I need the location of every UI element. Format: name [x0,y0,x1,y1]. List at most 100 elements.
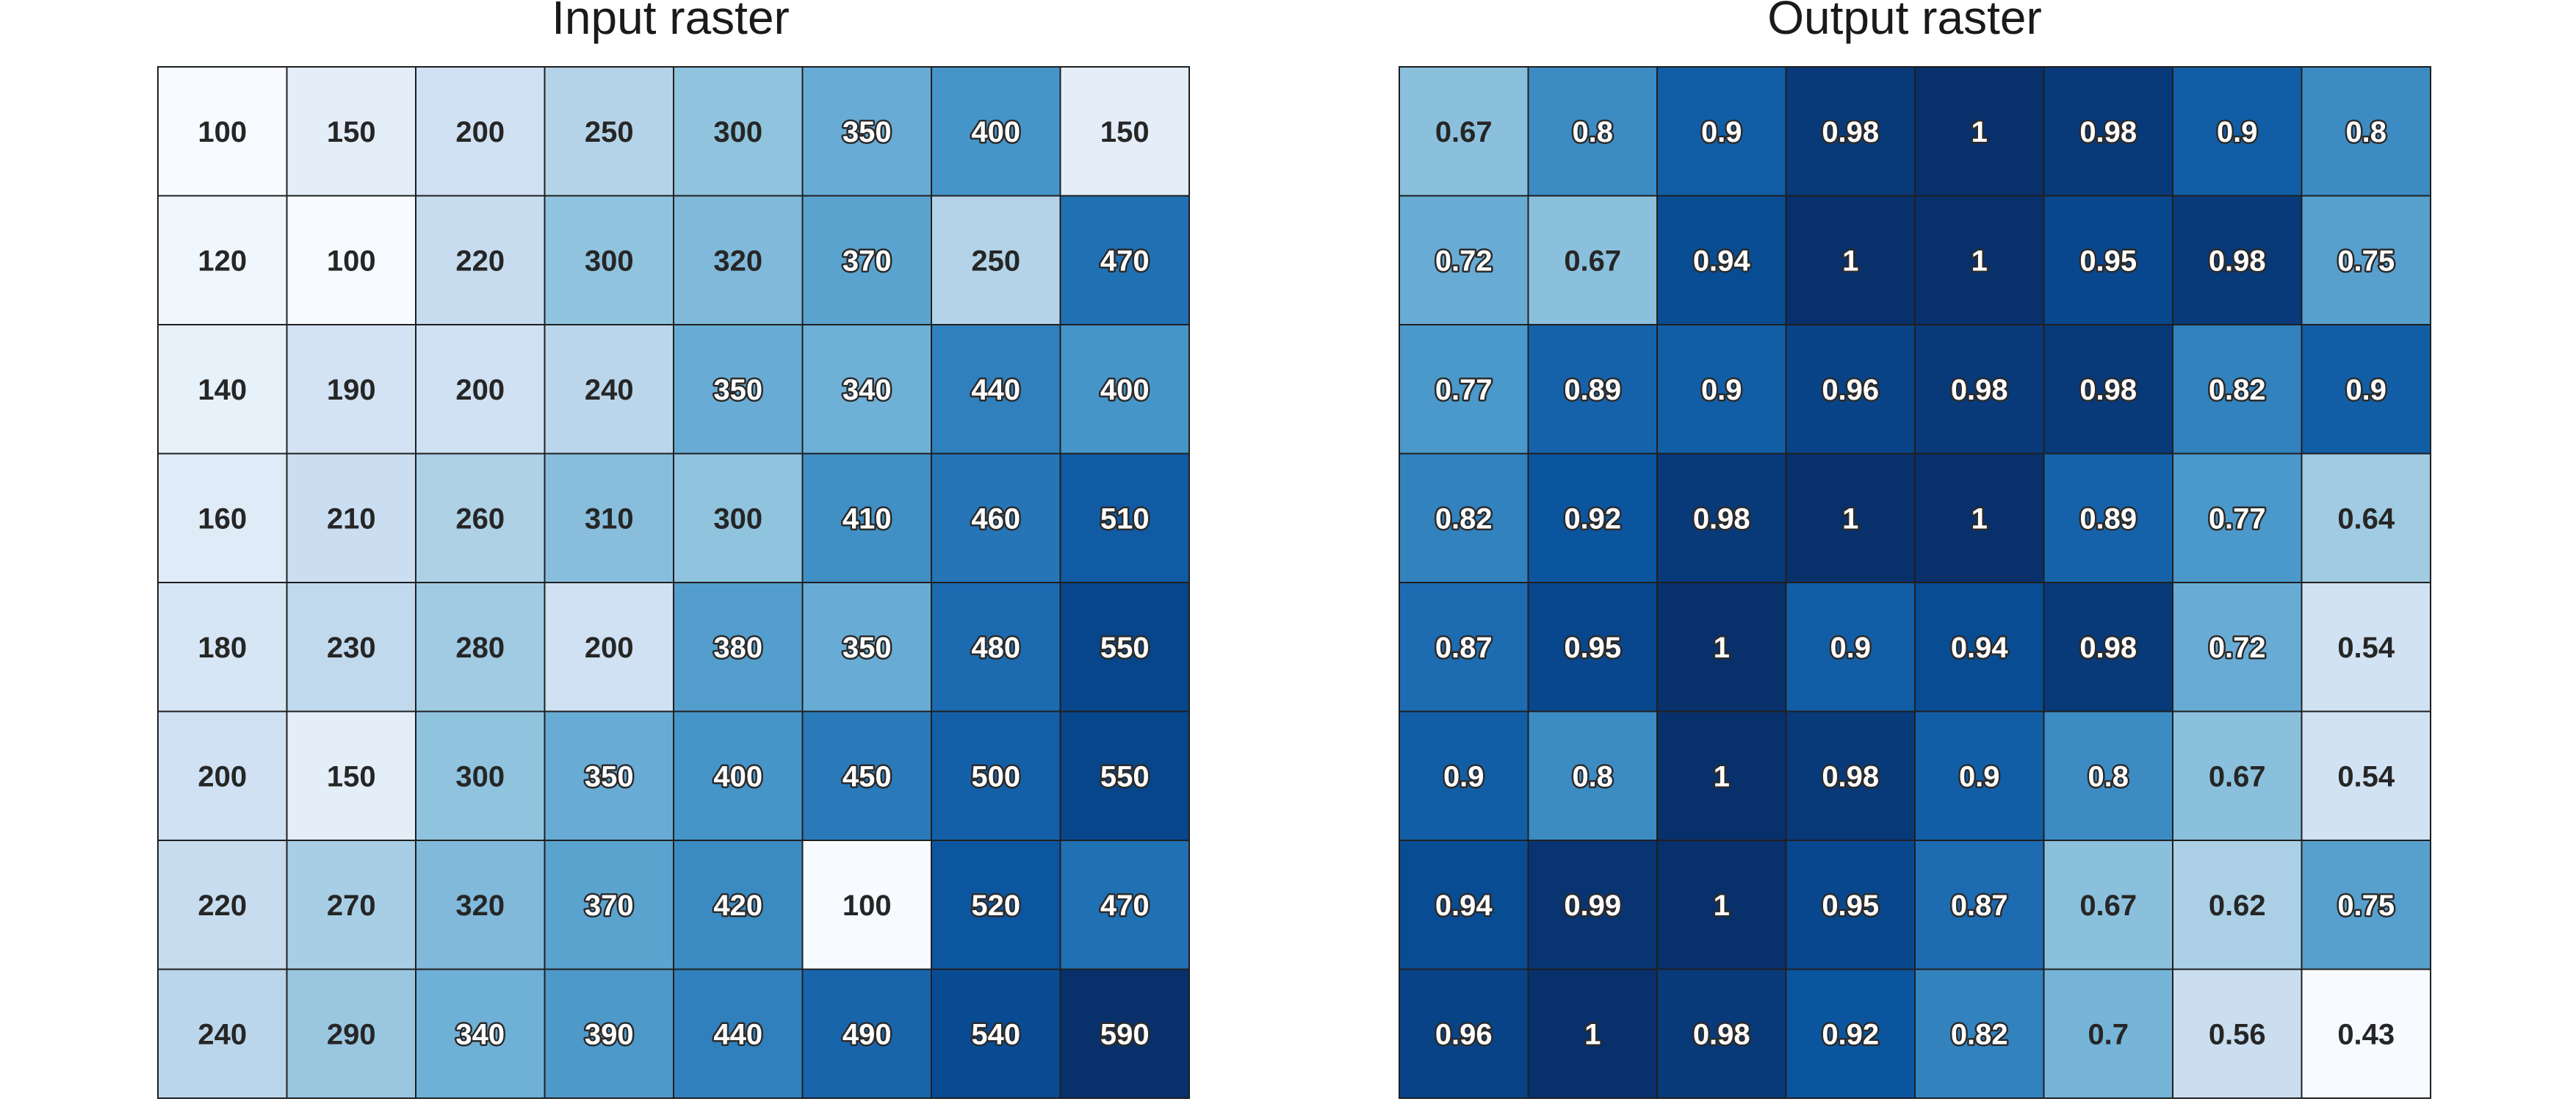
output-cell-r0-c2 [1656,66,1787,197]
input-cell-label-r4-c5: 350 [843,632,892,664]
output-cell-r0-c4 [1914,66,2045,197]
input-cell-r7-c3 [544,968,674,1099]
input-cell-label-r7-c4: 440 [713,1018,762,1050]
output-cell-r1-c6 [2172,195,2303,325]
output-cell-r7-c2 [1656,968,1787,1099]
input-cell-label-r4-c6: 480 [971,632,1020,664]
input-cell-label-r6-c5: 100 [843,890,892,922]
output-cell-label-r1-c6: 0.98 [2209,245,2266,277]
output-raster-grid: 0.67 0.8 0.9 0.98 1 0.98 0.9 0.8 0.72 0.67 0.94 1 1 0… [1399,66,2431,1099]
input-cell-r4-c6 [931,582,1061,713]
input-cell-label-r3-c6: 460 [971,502,1020,535]
input-cell-r0-c7 [1059,66,1190,197]
input-cell-label-r2-c3: 240 [585,374,634,406]
input-cell-r7-c5 [801,968,932,1099]
input-cell-r7-c0 [157,968,288,1099]
output-cell-label-r2-c2: 0.9 [1701,374,1742,406]
input-cell-r3-c3 [544,452,674,583]
output-cell-r7-c0 [1399,968,1529,1099]
output-cell-r2-c5 [2043,324,2173,455]
output-cell-label-r5-c5: 0.8 [2088,760,2129,793]
input-cell-r4-c2 [415,582,546,713]
input-cell-r2-c3 [544,324,674,455]
input-cell-r0-c2 [415,66,546,197]
output-cell-r1-c4 [1914,195,2045,325]
input-cell-label-r0-c5: 350 [843,116,892,148]
output-raster-title: Output raster [1767,0,2042,44]
output-cell-r5-c2 [1656,710,1787,841]
input-cell-label-r2-c1: 190 [327,374,376,406]
output-cell-label-r6-c7: 0.75 [2337,890,2395,922]
output-cell-label-r7-c4: 0.82 [1951,1018,2008,1050]
output-cell-r7-c5 [2043,968,2173,1099]
output-cell-label-r4-c3: 0.9 [1830,632,1871,664]
output-cell-label-r3-c1: 0.92 [1564,502,1621,535]
input-cell-label-r1-c0: 120 [198,245,247,277]
output-cell-label-r1-c3: 1 [1842,245,1858,277]
input-cell-label-r4-c1: 230 [327,632,376,664]
input-cell-r4-c3 [544,582,674,713]
input-cell-r5-c7 [1059,710,1190,841]
output-cell-label-r3-c3: 1 [1842,502,1858,535]
output-cell-label-r5-c1: 0.8 [1572,760,1613,793]
output-cell-label-r2-c3: 0.96 [1822,374,1879,406]
input-cell-label-r5-c0: 200 [198,760,247,793]
input-cell-label-r3-c3: 310 [585,502,634,535]
input-cell-label-r3-c7: 510 [1100,502,1150,535]
output-cell-label-r4-c7: 0.54 [2337,632,2395,664]
output-cell-r3-c7 [2301,452,2431,583]
output-cell-label-r7-c5: 0.7 [2088,1018,2129,1050]
output-cell-r4-c2 [1656,582,1787,713]
input-cell-label-r7-c7: 590 [1100,1018,1150,1050]
output-cell-r6-c6 [2172,840,2303,970]
output-cell-r4-c6 [2172,582,2303,713]
output-cell-label-r7-c0: 0.96 [1435,1018,1493,1050]
output-cell-r0-c3 [1785,66,1916,197]
output-cell-label-r3-c6: 0.77 [2209,502,2266,535]
output-cell-label-r3-c4: 1 [1971,502,1988,535]
input-cell-label-r4-c0: 180 [198,632,247,664]
output-cell-label-r2-c7: 0.9 [2345,374,2386,406]
input-cell-r6-c4 [673,840,804,970]
input-cell-label-r5-c1: 150 [327,760,376,793]
input-cell-r1-c6 [931,195,1061,325]
output-cell-label-r7-c2: 0.98 [1693,1018,1750,1050]
output-cell-label-r1-c7: 0.75 [2337,245,2395,277]
output-cell-label-r6-c4: 0.87 [1951,890,2008,922]
input-cell-r1-c1 [286,195,416,325]
input-raster-title: Input raster [552,0,790,44]
input-cell-label-r0-c6: 400 [971,116,1020,148]
output-cell-r2-c0 [1399,324,1529,455]
output-cell-r2-c1 [1527,324,1658,455]
output-cell-r7-c4 [1914,968,2045,1099]
output-cell-label-r4-c4: 0.94 [1951,632,2009,664]
output-cell-label-r2-c5: 0.98 [2079,374,2137,406]
input-cell-label-r4-c2: 280 [455,632,505,664]
input-cell-label-r6-c6: 520 [971,890,1020,922]
input-cell-r0-c1 [286,66,416,197]
output-cell-r4-c3 [1785,582,1916,713]
output-cell-r7-c1 [1527,968,1658,1099]
input-raster-panel: Input raster 100 150 200 250 300 350 400 150 120… [157,0,1190,1099]
output-cell-r0-c5 [2043,66,2173,197]
output-cell-label-r4-c5: 0.98 [2079,632,2137,664]
input-cell-label-r7-c6: 540 [971,1018,1020,1050]
input-cell-label-r5-c7: 550 [1100,760,1150,793]
input-cell-label-r2-c2: 200 [455,374,505,406]
output-cell-label-r5-c6: 0.67 [2209,760,2266,793]
output-cell-r5-c0 [1399,710,1529,841]
input-cell-label-r4-c4: 380 [713,632,762,664]
input-cell-label-r1-c1: 100 [327,245,376,277]
input-cell-label-r4-c3: 200 [585,632,634,664]
output-cell-label-r3-c5: 0.89 [2079,502,2137,535]
input-cell-r1-c4 [673,195,804,325]
output-cell-label-r2-c4: 0.98 [1951,374,2008,406]
input-cell-r7-c7 [1059,968,1190,1099]
output-cell-r1-c2 [1656,195,1787,325]
input-cell-label-r1-c4: 320 [713,245,762,277]
output-cell-r7-c3 [1785,968,1916,1099]
input-cell-r4-c4 [673,582,804,713]
output-cell-label-r4-c6: 0.72 [2209,632,2266,664]
output-cell-label-r4-c0: 0.87 [1435,632,1493,664]
